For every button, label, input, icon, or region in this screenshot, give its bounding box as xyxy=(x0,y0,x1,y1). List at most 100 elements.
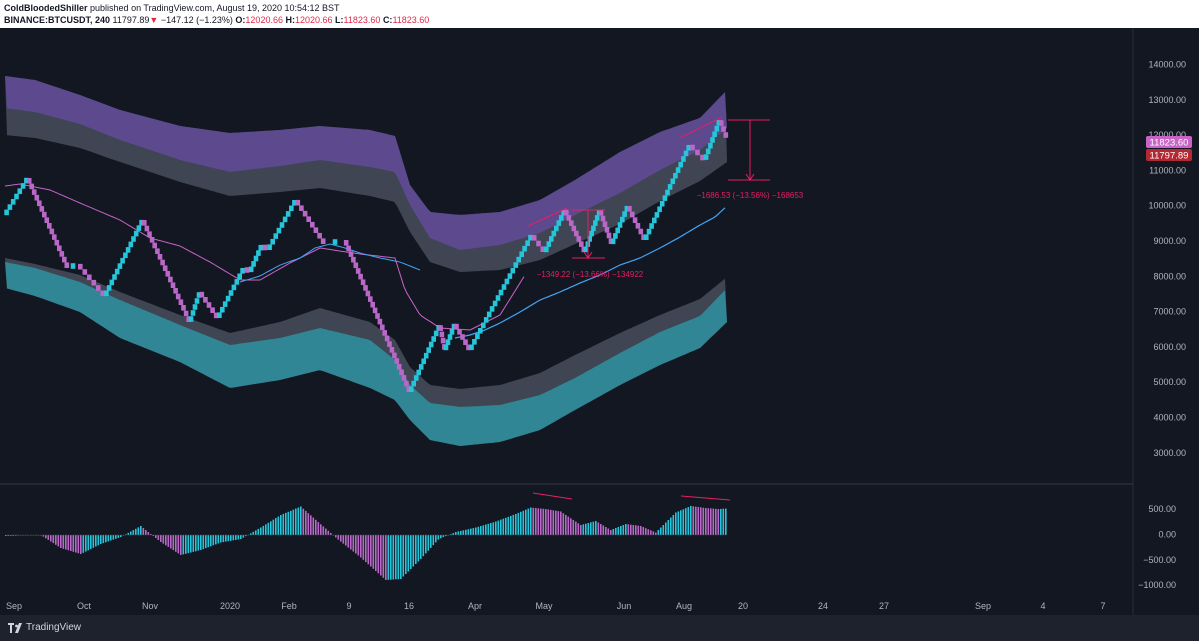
histogram-bar xyxy=(382,535,385,578)
histogram-bar xyxy=(695,506,697,535)
histogram-bar xyxy=(717,509,720,535)
bear-brick xyxy=(392,352,397,359)
price-tick-label: 5000.00 xyxy=(1153,377,1186,387)
renko-bricks-layer[interactable] xyxy=(4,120,729,392)
bear-brick xyxy=(213,312,219,319)
bull-brick xyxy=(705,148,711,155)
histogram-bar xyxy=(90,535,92,549)
bull-brick xyxy=(591,225,596,232)
histogram-bar xyxy=(685,508,687,535)
bull-brick xyxy=(114,268,120,275)
histogram-bar xyxy=(17,535,20,536)
bull-brick xyxy=(708,142,713,149)
bear-brick xyxy=(536,240,541,247)
oscillator-axis[interactable]: 500.00 0.00 −500.00 −1000.00 xyxy=(1138,504,1176,590)
price-divergence-line-2[interactable] xyxy=(679,116,723,139)
time-tick-label: 16 xyxy=(404,601,414,611)
bull-brick xyxy=(587,236,592,242)
lower-band xyxy=(5,262,727,446)
bear-brick xyxy=(310,221,315,228)
bear-brick xyxy=(574,230,579,237)
histogram-bar xyxy=(482,525,485,536)
histogram-bar xyxy=(360,535,362,558)
bull-brick xyxy=(646,228,652,235)
histogram-bar xyxy=(612,529,615,535)
bull-brick xyxy=(285,211,291,217)
bull-brick xyxy=(20,183,26,189)
measure-lower-label: −1349.22 (−13.66%) −134922 xyxy=(537,270,644,279)
bull-brick xyxy=(220,306,225,313)
bear-brick xyxy=(351,256,356,263)
histogram-bar xyxy=(312,517,315,535)
last-price: 11797.89 xyxy=(112,15,150,25)
histogram-bar xyxy=(537,508,540,536)
bear-brick xyxy=(42,211,47,218)
bull-brick xyxy=(675,167,681,173)
bear-brick xyxy=(439,331,445,338)
price-axis[interactable]: 14000.00 13000.00 12000.00 11000.00 10000.00… xyxy=(1148,60,1186,458)
histogram-bar xyxy=(220,535,222,543)
time-tick-label: 2020 xyxy=(220,601,240,611)
drawing-annotations[interactable]: −1686.53 (−13.56%) −168653 −1349.22 (−13.… xyxy=(527,116,804,501)
histogram-bar xyxy=(545,509,547,535)
bull-brick xyxy=(667,184,673,190)
histogram-bar xyxy=(107,535,110,542)
upper-band xyxy=(5,76,727,250)
histogram-bar xyxy=(162,535,165,544)
bull-brick xyxy=(125,247,131,253)
histogram-bar xyxy=(122,535,125,536)
bull-brick xyxy=(624,205,630,212)
symbol-label: BINANCE:BTCUSDT, 240 xyxy=(4,15,111,25)
histogram-bar xyxy=(62,535,65,549)
oscillator-divergence-line-1[interactable] xyxy=(532,492,573,500)
histogram-bar xyxy=(145,530,147,535)
bear-brick xyxy=(370,301,375,308)
histogram-bar xyxy=(275,518,277,535)
bear-brick xyxy=(57,245,62,252)
histogram-bar xyxy=(295,508,297,535)
histogram-bar xyxy=(675,512,677,535)
chart-canvas[interactable]: −1686.53 (−13.56%) −168653 −1349.22 (−13.… xyxy=(0,28,1199,615)
histogram-bar xyxy=(222,535,225,543)
time-axis[interactable]: Sep Oct Nov 2020 Feb 9 16 Apr May Jun Aug 20 24 27 Sep… xyxy=(6,601,1106,611)
histogram-bar xyxy=(132,530,135,535)
bull-brick xyxy=(104,290,109,297)
histogram-bar xyxy=(330,533,332,535)
bear-brick xyxy=(165,271,171,277)
bull-brick xyxy=(106,285,112,291)
histogram-bar xyxy=(595,521,597,535)
bear-brick xyxy=(39,206,45,212)
bear-brick xyxy=(168,276,173,283)
histogram-bar xyxy=(245,535,247,537)
histogram-bar xyxy=(357,535,360,556)
histogram-bar xyxy=(722,508,725,535)
histogram-bar xyxy=(550,509,552,535)
author-name[interactable]: ColdBloodedShiller xyxy=(4,3,88,13)
bull-brick xyxy=(188,316,194,322)
histogram-bar xyxy=(455,532,457,535)
bull-brick xyxy=(70,263,76,269)
histogram-bar xyxy=(665,522,667,535)
histogram-bar xyxy=(687,507,690,535)
down-arrow-icon: ▼ xyxy=(149,15,159,25)
bear-brick xyxy=(564,209,569,216)
open-label: O: xyxy=(235,15,246,25)
tradingview-logo-icon[interactable] xyxy=(8,621,24,635)
bull-brick xyxy=(686,145,691,151)
histogram-bar xyxy=(437,535,440,540)
histogram-bar xyxy=(215,535,217,545)
histogram-bar xyxy=(472,528,475,535)
bear-brick xyxy=(700,154,705,161)
bear-brick xyxy=(178,299,184,305)
bull-brick xyxy=(408,386,414,392)
tradingview-brand[interactable]: TradingView xyxy=(26,622,82,633)
histogram-bar xyxy=(662,525,665,535)
bear-brick xyxy=(440,337,446,344)
bull-brick xyxy=(620,216,625,223)
oscillator-tick-label: 500.00 xyxy=(1148,504,1176,514)
bull-brick xyxy=(652,217,657,224)
oscillator-divergence-line-2[interactable] xyxy=(680,495,731,501)
bear-brick xyxy=(54,239,60,246)
histogram-bar xyxy=(622,525,625,535)
price-divergence-line-1[interactable] xyxy=(527,207,568,227)
